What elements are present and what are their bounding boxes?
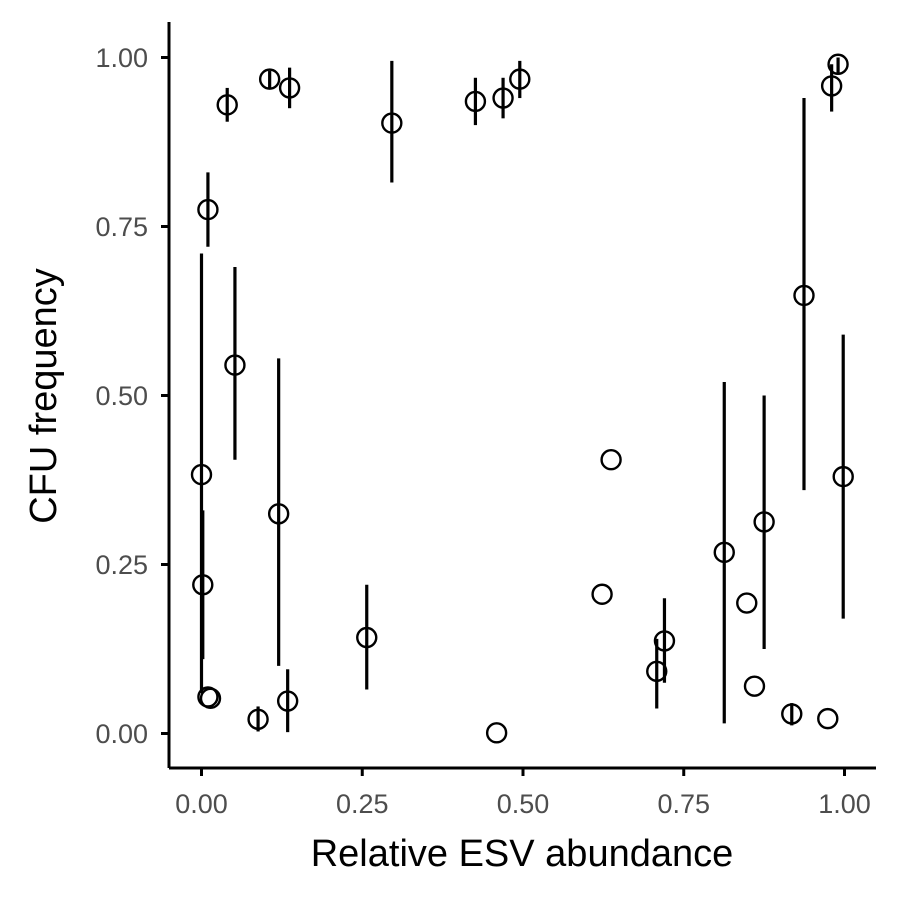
data-point [509, 68, 531, 90]
data-point [793, 284, 815, 307]
x-tick-label: 0.50 [497, 789, 550, 819]
data-point [817, 707, 839, 730]
data-point [591, 583, 613, 605]
data-point [827, 53, 849, 75]
data-point [743, 675, 766, 697]
data-point [464, 90, 487, 113]
data-point [216, 94, 238, 116]
x-ticks: 0.00 0.25 0.50 0.75 1.00 [175, 768, 871, 819]
x-tick-label: 0.75 [657, 789, 710, 819]
data-point [247, 708, 269, 731]
y-tick-label: 0.50 [95, 381, 148, 411]
y-tick-label: 1.00 [95, 43, 148, 73]
data-point [190, 463, 213, 486]
error-bars [199, 57, 845, 733]
x-tick-label: 0.00 [175, 789, 228, 819]
y-ticks: 0.00 0.25 0.50 0.75 1.00 [95, 43, 169, 749]
data-point [381, 112, 403, 134]
data-point [276, 690, 299, 712]
data-point [492, 87, 514, 109]
data-point [713, 541, 735, 564]
data-point [736, 592, 758, 614]
x-tick-label: 0.25 [336, 789, 389, 819]
data-point [646, 660, 668, 683]
data-point [485, 722, 508, 744]
y-tick-label: 0.00 [95, 719, 148, 749]
data-point [224, 354, 246, 376]
y-axis-title: CFU frequency [23, 268, 65, 524]
data-point [199, 687, 222, 710]
y-tick-label: 0.25 [95, 550, 148, 580]
data-point [267, 503, 290, 525]
data-point [258, 68, 281, 90]
data-point [278, 77, 301, 99]
data-point [753, 511, 775, 533]
data-point [192, 574, 214, 596]
data-point [356, 626, 378, 649]
data-point [820, 75, 843, 97]
x-tick-label: 1.00 [818, 789, 871, 819]
data-point [653, 630, 676, 652]
data-point [197, 198, 219, 221]
x-axis-title: Relative ESV abundance [311, 833, 734, 875]
axes [167, 22, 876, 770]
data-point [781, 703, 803, 725]
data-points [190, 53, 854, 744]
data-point [832, 465, 854, 488]
data-point [600, 449, 622, 471]
y-tick-label: 0.75 [95, 212, 148, 242]
